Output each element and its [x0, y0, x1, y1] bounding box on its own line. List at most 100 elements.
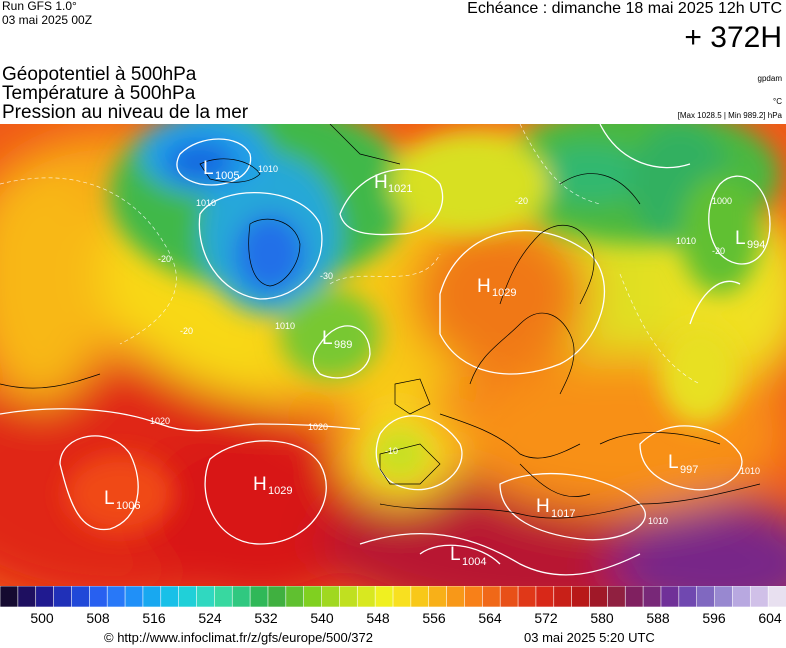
color-scale-tick-label: 564 [478, 610, 502, 626]
color-scale-swatch [749, 586, 769, 607]
color-scale-swatch [231, 586, 251, 607]
color-scale-swatch [142, 586, 162, 607]
title-temperature: Température à 500hPa [2, 83, 196, 104]
isobar-label: 1020 [150, 416, 170, 426]
isobar-label: 1010 [648, 516, 668, 526]
pressure-letter: H [536, 496, 550, 517]
color-scale-ticks: 500 508 516 524 532 540 548 556 564 572 580 588 596 6… [0, 610, 786, 628]
isobar-label: 1010 [275, 321, 295, 331]
color-scale-swatch [339, 586, 359, 607]
forecast-horizon: + 372H [684, 21, 782, 54]
isotherm-label: -20 [180, 326, 193, 336]
color-scale-swatch [589, 586, 609, 607]
color-scale-swatch [517, 586, 537, 607]
color-scale-swatch [624, 586, 644, 607]
pressure-letter: L [735, 228, 746, 249]
color-scale [0, 586, 786, 607]
color-scale-swatch [356, 586, 376, 607]
pressure-value: 1021 [388, 183, 412, 195]
unit-temperature: °C [773, 97, 782, 106]
pressure-letter: H [253, 474, 267, 495]
color-scale-swatch [482, 586, 501, 607]
color-scale-swatch [446, 586, 466, 607]
pressure-value: 1029 [492, 287, 516, 299]
color-scale-swatch [660, 586, 680, 607]
pressure-letter: L [203, 158, 214, 179]
color-scale-swatch [392, 586, 412, 607]
isobar-label: 1000 [712, 196, 732, 206]
pressure-letter: H [374, 172, 388, 193]
color-scale-swatch [767, 586, 786, 607]
run-date: 03 mai 2025 00Z [2, 13, 93, 27]
color-scale-tick-label: 604 [758, 610, 782, 626]
color-scale-tick-label: 572 [534, 610, 558, 626]
color-scale-swatch [249, 586, 269, 607]
color-scale-tick-label: 556 [422, 610, 446, 626]
pressure-max-min: [Max 1028.5 | Min 989.2] hPa [677, 111, 782, 120]
color-scale-swatch [553, 586, 573, 607]
color-scale-swatch [53, 586, 73, 607]
color-scale-swatch [106, 586, 126, 607]
isotherm-label: -10 [385, 446, 398, 456]
color-scale-swatch [714, 586, 734, 607]
color-scale-swatch [17, 586, 37, 607]
color-scale-swatch [696, 586, 716, 607]
color-scale-tick-label: 548 [366, 610, 390, 626]
isotherm-label: -20 [712, 246, 725, 256]
color-scale-swatch [571, 586, 591, 607]
pressure-letter: L [104, 488, 115, 509]
title-pressure: Pression au niveau de la mer [2, 102, 249, 123]
pressure-value: 1004 [462, 556, 486, 568]
color-scale-swatch [124, 586, 144, 607]
color-scale-swatch [678, 586, 698, 607]
source-credit: © http://www.infoclimat.fr/z/gfs/europe/… [104, 630, 373, 645]
color-scale-tick-label: 596 [702, 610, 726, 626]
isotherm-label: -20 [158, 254, 171, 264]
pressure-value: 1029 [268, 485, 292, 497]
isobar-label: 1010 [196, 198, 216, 208]
isotherm-label: -30 [320, 271, 333, 281]
color-scale-swatch [303, 586, 323, 607]
color-scale-tick-label: 516 [142, 610, 166, 626]
color-scale-swatch [285, 586, 305, 607]
color-scale-swatch [178, 586, 198, 607]
pressure-value: 989 [334, 339, 352, 351]
color-scale-swatch [267, 586, 287, 607]
color-scale-swatch [35, 586, 55, 607]
color-scale-tick-label: 580 [590, 610, 614, 626]
color-scale-tick-label: 508 [86, 610, 110, 626]
color-scale-swatch [160, 586, 180, 607]
color-scale-tick-label: 532 [254, 610, 278, 626]
forecast-map: L 1006 L 1005 H 1021 H 1029 L 989 H 1029… [0, 124, 786, 586]
unit-geopotential: gpdam [757, 74, 782, 83]
color-scale-swatch [499, 586, 519, 607]
pressure-value: 994 [747, 239, 765, 251]
model-run-label: Run GFS 1.0° [2, 0, 77, 13]
color-scale-swatch [89, 586, 108, 607]
color-scale-swatch [732, 586, 752, 607]
color-scale-swatch [321, 586, 341, 607]
isotherm-label: -20 [515, 196, 528, 206]
pressure-value: 1005 [215, 170, 239, 182]
generation-time: 03 mai 2025 5:20 UTC [524, 630, 655, 645]
pressure-value: 1017 [551, 508, 575, 520]
title-geopotential: Géopotentiel à 500hPa [2, 64, 197, 85]
color-scale-swatch [71, 586, 91, 607]
color-scale-swatch [214, 586, 234, 607]
color-scale-tick-label: 524 [198, 610, 222, 626]
forecast-valid-time: Echéance : dimanche 18 mai 2025 12h UTC [467, 0, 782, 17]
color-scale-swatch [642, 586, 662, 607]
color-scale-swatch [196, 586, 216, 607]
color-scale-swatch [374, 586, 394, 607]
pressure-letter: L [322, 328, 333, 349]
color-scale-swatch [410, 586, 430, 607]
color-scale-swatch [607, 586, 627, 607]
color-scale-swatch [535, 586, 555, 607]
pressure-letter: L [668, 452, 679, 473]
pressure-value: 997 [680, 464, 698, 476]
color-scale-tick-label: 500 [30, 610, 54, 626]
color-scale-swatch [464, 586, 484, 607]
color-scale-swatch [0, 586, 19, 607]
isobar-label: 1010 [258, 164, 278, 174]
pressure-letter: L [450, 544, 461, 565]
